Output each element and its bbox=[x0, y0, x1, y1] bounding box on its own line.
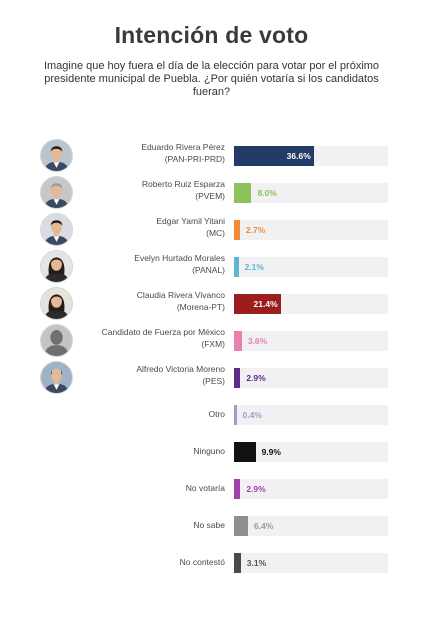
bar-otro bbox=[234, 405, 237, 425]
category-party: (Morena-PT) bbox=[176, 302, 225, 312]
bar-eduardo-rivera-perez bbox=[234, 146, 314, 166]
category-name: Evelyn Hurtado Morales bbox=[134, 253, 225, 263]
bar-track: 0.4% bbox=[234, 405, 388, 425]
bar-roberto-ruiz-esparza bbox=[234, 183, 252, 203]
category-label: Eduardo Rivera Pérez (PAN-PRI-PRD) bbox=[25, 141, 225, 165]
chart-title: Intención de voto bbox=[114, 22, 309, 48]
bar-row-claudia-rivera-vivanco: Claudia Rivera Vivanco (Morena-PT) 21.4% bbox=[0, 285, 423, 322]
bar-row-no-contesto: No contestó 3.1% bbox=[0, 544, 423, 581]
bar-track: 21.4% bbox=[234, 294, 388, 314]
avatar-eduardo-rivera-perez bbox=[40, 139, 73, 172]
bar-track: 8.0% bbox=[234, 183, 388, 203]
category-name: Edgar Yamil Yitani bbox=[156, 216, 225, 226]
category-name: Eduardo Rivera Pérez bbox=[141, 142, 225, 152]
data-label: 3.1% bbox=[246, 558, 267, 568]
category-party: (MC) bbox=[206, 228, 225, 238]
category-party: (PVEM) bbox=[195, 191, 225, 201]
data-label: 2.7% bbox=[245, 225, 266, 235]
category-party: (PANAL) bbox=[192, 265, 225, 275]
category-name: Claudia Rivera Vivanco bbox=[136, 290, 225, 300]
avatar-roberto-ruiz-esparza bbox=[40, 176, 73, 209]
category-label: No contestó bbox=[25, 556, 225, 568]
bar-no-sabe bbox=[234, 516, 248, 536]
category-party: (PES) bbox=[202, 376, 225, 386]
bar-row-evelyn-hurtado-morales: Evelyn Hurtado Morales (PANAL) 2.1% bbox=[0, 248, 423, 285]
bar-row-otro: Otro 0.4% bbox=[0, 396, 423, 433]
data-label: 0.4% bbox=[242, 410, 262, 420]
bar-no-votaria bbox=[234, 479, 241, 499]
bar-row-no-sabe: No sabe 6.4% bbox=[0, 507, 423, 544]
category-label: Edgar Yamil Yitani (MC) bbox=[25, 215, 225, 239]
bar-row-candidato-de-fuerza-por-mexico: Candidato de Fuerza por México (FXM) 3.6% bbox=[0, 322, 423, 359]
category-label: Otro bbox=[25, 408, 225, 420]
avatar-claudia-rivera-vivanco bbox=[40, 287, 73, 320]
category-name: Ninguno bbox=[193, 446, 225, 456]
category-label: Candidato de Fuerza por México (FXM) bbox=[25, 326, 225, 350]
bar-track: 2.7% bbox=[234, 220, 388, 240]
category-label: Claudia Rivera Vivanco (Morena-PT) bbox=[25, 289, 225, 313]
bar-alfredo-victoria-moreno bbox=[234, 368, 241, 388]
category-label: Ninguno bbox=[25, 445, 225, 457]
bar-row-edgar-yamil-yitani: Edgar Yamil Yitani (MC) 2.7% bbox=[0, 211, 423, 248]
category-name: Otro bbox=[208, 409, 225, 419]
avatar-alfredo-victoria-moreno bbox=[40, 361, 73, 394]
category-label: Roberto Ruiz Esparza (PVEM) bbox=[25, 178, 225, 202]
bar-track: 2.9% bbox=[234, 368, 388, 388]
data-label: 2.9% bbox=[246, 484, 266, 494]
data-label: 9.9% bbox=[261, 447, 281, 457]
bar-no-contesto bbox=[234, 553, 241, 573]
data-label: 3.6% bbox=[247, 336, 268, 346]
avatar-edgar-yamil-yitani bbox=[40, 213, 73, 246]
category-label: No votaría bbox=[25, 482, 225, 494]
data-label: 2.1% bbox=[244, 262, 264, 272]
bar-track: 6.4% bbox=[234, 516, 388, 536]
bar-track: 9.9% bbox=[234, 442, 388, 462]
data-label: 36.6% bbox=[286, 151, 311, 161]
data-label: 8.0% bbox=[257, 188, 277, 198]
bar-claudia-rivera-vivanco bbox=[234, 294, 281, 314]
bar-track: 2.9% bbox=[234, 479, 388, 499]
bar-row-ninguno: Ninguno 9.9% bbox=[0, 433, 423, 470]
category-party: (PAN-PRI-PRD) bbox=[164, 154, 225, 164]
bar-row-eduardo-rivera-perez: Eduardo Rivera Pérez (PAN-PRI-PRD) 36.6% bbox=[0, 137, 423, 174]
bar-chart: Eduardo Rivera Pérez (PAN-PRI-PRD) 36.6% Ro… bbox=[0, 137, 423, 581]
avatar-candidato-de-fuerza-por-mexico bbox=[40, 324, 73, 357]
bar-edgar-yamil-yitani bbox=[234, 220, 240, 240]
category-name: Roberto Ruiz Esparza bbox=[141, 179, 225, 189]
category-party: (FXM) bbox=[201, 339, 225, 349]
category-label: Alfredo Victoria Moreno (PES) bbox=[25, 363, 225, 387]
bar-ninguno bbox=[234, 442, 256, 462]
category-name: Alfredo Victoria Moreno bbox=[136, 364, 225, 374]
category-name: No sabe bbox=[193, 520, 225, 530]
bar-track: 3.1% bbox=[234, 553, 388, 573]
bar-row-roberto-ruiz-esparza: Roberto Ruiz Esparza (PVEM) 8.0% bbox=[0, 174, 423, 211]
chart-subtitle: Imagine que hoy fuera el día de la elecc… bbox=[43, 60, 380, 98]
data-label: 6.4% bbox=[253, 521, 274, 531]
bar-track: 36.6% bbox=[234, 146, 388, 166]
bar-track: 3.6% bbox=[234, 331, 388, 351]
data-label: 2.9% bbox=[246, 373, 266, 383]
bar-row-no-votaria: No votaría 2.9% bbox=[0, 470, 423, 507]
category-label: Evelyn Hurtado Morales (PANAL) bbox=[25, 252, 225, 276]
bar-candidato-de-fuerza-por-mexico bbox=[234, 331, 242, 351]
category-name: Candidato de Fuerza por México bbox=[101, 327, 225, 337]
bar-row-alfredo-victoria-moreno: Alfredo Victoria Moreno (PES) 2.9% bbox=[0, 359, 423, 396]
data-label: 21.4% bbox=[253, 299, 278, 309]
category-label: No sabe bbox=[25, 519, 225, 531]
bar-track: 2.1% bbox=[234, 257, 388, 277]
category-name: No contestó bbox=[179, 557, 225, 567]
bar-evelyn-hurtado-morales bbox=[234, 257, 239, 277]
category-name: No votaría bbox=[185, 483, 225, 493]
avatar-evelyn-hurtado-morales bbox=[40, 250, 73, 283]
